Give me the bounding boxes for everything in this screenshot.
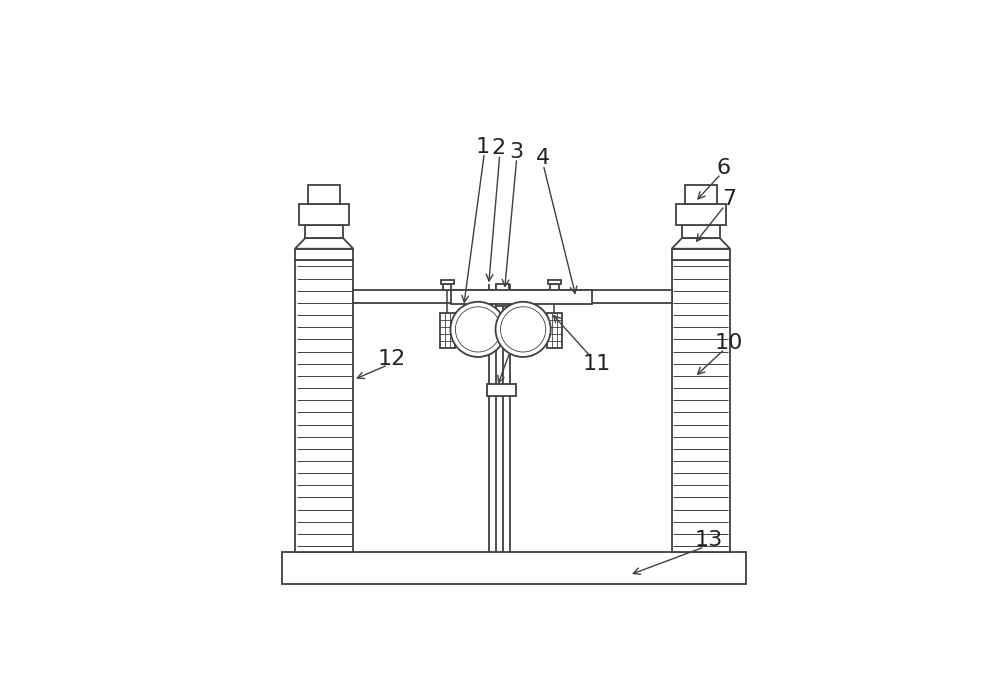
Circle shape [455,307,501,352]
Text: 7: 7 [722,189,736,209]
Bar [672,249,730,260]
Bar [676,204,726,225]
Bar [440,313,455,348]
Text: 5: 5 [512,316,526,336]
Text: 1: 1 [475,137,489,157]
Bar [547,313,562,348]
Bar [353,289,672,303]
Bar [295,260,353,552]
Bar [682,225,720,238]
Text: 4: 4 [536,148,550,168]
Text: 3: 3 [510,142,524,162]
Bar [672,260,730,552]
Bar [295,249,353,260]
Bar [443,285,451,289]
Circle shape [496,302,551,357]
Circle shape [450,302,506,357]
Bar [548,280,561,285]
Bar [451,289,592,304]
Bar [305,225,343,238]
Circle shape [500,307,546,352]
Text: 12: 12 [377,349,406,369]
Bar [496,285,509,305]
Bar [282,552,746,584]
Text: 6: 6 [717,158,731,178]
Bar [685,185,717,204]
Bar [441,280,454,285]
Text: 11: 11 [582,354,610,374]
Text: 2: 2 [492,138,506,158]
Bar [308,185,340,204]
Bar [299,204,349,225]
Bar [550,285,559,289]
Bar [487,384,516,395]
Polygon shape [295,238,353,249]
Polygon shape [672,238,730,249]
Text: 13: 13 [695,530,723,550]
Text: 10: 10 [715,333,743,353]
